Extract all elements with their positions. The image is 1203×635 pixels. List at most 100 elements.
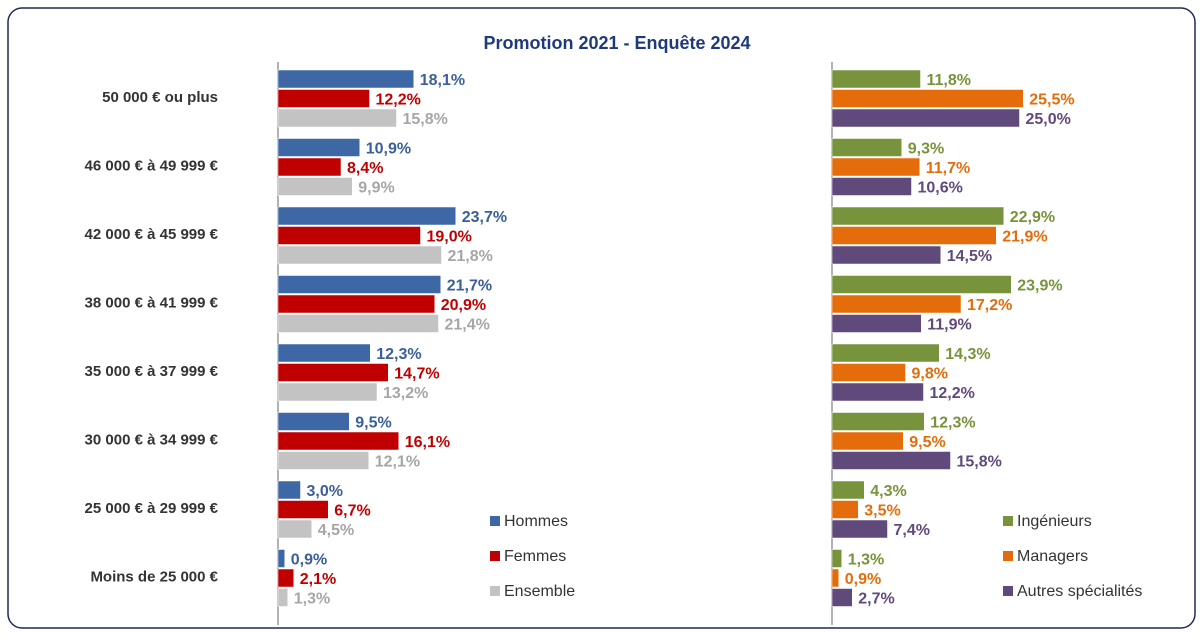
bar [277,206,456,226]
value-label: 14,5% [947,248,992,265]
bar [277,294,435,314]
legend-swatch [490,551,500,561]
legend-swatch [490,516,500,526]
bar [277,89,370,108]
value-label: 1,3% [294,591,330,608]
bar [277,568,294,588]
value-label: 15,8% [957,454,1002,471]
category-label: 25 000 € à 29 999 € [85,500,219,517]
value-label: 2,7% [858,591,894,608]
value-label: 14,7% [394,366,439,383]
bar [277,275,441,294]
value-label: 12,3% [376,346,421,363]
bar [277,157,342,177]
category-label: 30 000 € à 34 999 € [85,431,219,448]
bar [831,363,906,382]
value-label: 3,0% [307,483,343,500]
value-label: 4,5% [318,522,354,539]
bar [831,519,888,539]
value-label: 21,8% [448,248,493,265]
legend-label: Ensemble [504,583,575,600]
bar [831,245,941,265]
bar [277,343,371,363]
value-label: 12,2% [930,385,975,402]
bar [277,108,397,128]
bar [277,177,353,196]
bar [831,343,940,363]
bar [831,412,925,431]
bar [831,294,962,314]
category-label: 38 000 € à 41 999 € [85,294,219,311]
bar [831,500,859,519]
bar [277,519,312,539]
value-label: 23,9% [1017,278,1062,295]
legend-swatch [1003,551,1013,561]
legend-swatch [490,586,500,596]
value-label: 1,3% [848,552,884,569]
value-label: 19,0% [427,229,472,246]
value-label: 10,6% [918,180,963,197]
value-label: 11,9% [927,317,971,334]
value-label: 3,5% [864,503,900,520]
value-label: 13,2% [383,385,428,402]
bar [831,314,922,333]
value-label: 8,4% [347,160,383,177]
value-label: 14,3% [945,346,990,363]
value-label: 25,5% [1029,92,1074,109]
value-label: 0,9% [845,571,881,588]
legend-label: Hommes [504,513,568,530]
value-label: 9,5% [355,415,391,432]
value-label: 15,8% [403,111,448,128]
bar [831,177,912,196]
bar [277,382,378,402]
value-label: 17,2% [967,297,1012,314]
bar [831,157,920,177]
category-label: 42 000 € à 45 999 € [85,226,219,243]
bar [831,480,865,500]
legend-swatch [1003,586,1013,596]
value-label: 6,7% [334,503,370,520]
bar [831,568,839,588]
bar [277,451,369,470]
bar [831,226,997,245]
value-label: 0,9% [291,552,327,569]
bar [831,549,842,568]
value-label: 25,0% [1026,111,1071,128]
legend-label: Ingénieurs [1017,513,1092,530]
bar [277,138,360,157]
bar [277,412,350,431]
value-label: 12,2% [376,92,421,109]
bar [831,138,902,157]
value-label: 9,3% [908,141,944,158]
value-label: 12,3% [930,415,975,432]
bar [277,500,329,519]
legend-label: Autres spécialités [1017,583,1142,600]
category-label: 50 000 € ou plus [102,89,218,106]
value-label: 21,7% [447,278,492,295]
category-label: 35 000 € à 37 999 € [85,363,219,380]
value-label: 9,9% [358,180,394,197]
value-label: 18,1% [420,72,465,89]
value-label: 12,1% [375,454,420,471]
bar [277,431,399,451]
category-label: 46 000 € à 49 999 € [85,157,219,174]
bar [277,314,439,333]
value-label: 21,9% [1002,229,1047,246]
value-label: 9,5% [909,434,945,451]
bar [277,245,442,265]
value-label: 11,7% [926,160,970,177]
bar [277,363,389,382]
value-label: 4,3% [870,483,906,500]
bar [277,480,301,500]
value-label: 7,4% [894,522,930,539]
legend-swatch [1003,516,1013,526]
value-label: 10,9% [366,141,411,158]
bar [277,226,421,245]
bar [277,549,285,568]
bar [277,69,414,89]
legend-label: Managers [1017,548,1088,565]
legend-label: Femmes [504,548,566,565]
value-label: 9,8% [912,366,948,383]
bar [831,451,951,470]
